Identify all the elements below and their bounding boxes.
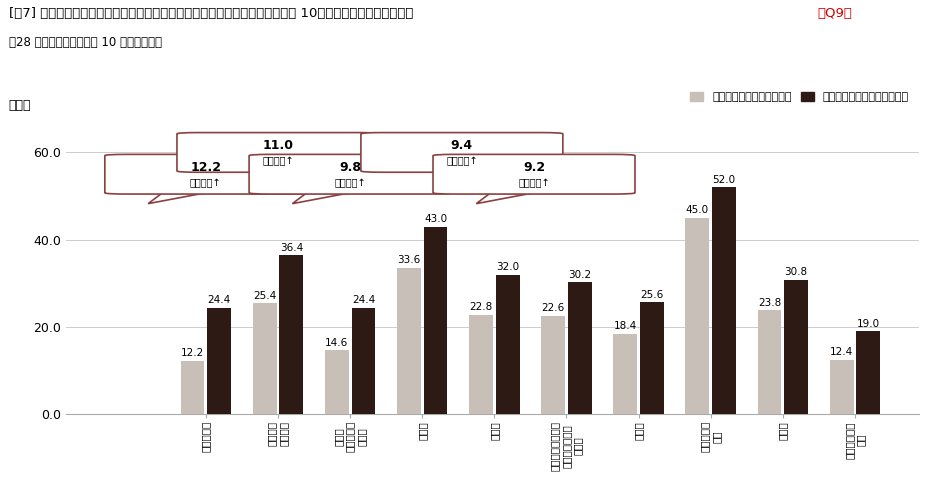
- Text: 12.2: 12.2: [181, 348, 205, 358]
- Polygon shape: [220, 171, 278, 182]
- FancyBboxPatch shape: [177, 133, 379, 172]
- Text: 11.0: 11.0: [262, 139, 293, 153]
- Bar: [325, 350, 348, 414]
- Text: 24.4: 24.4: [207, 295, 231, 305]
- Text: 9.8: 9.8: [339, 161, 361, 174]
- Text: 23.8: 23.8: [757, 297, 781, 308]
- Text: 25.6: 25.6: [641, 290, 663, 300]
- Text: ポイント↑: ポイント↑: [262, 156, 294, 166]
- Bar: [351, 308, 375, 414]
- Text: 22.8: 22.8: [470, 302, 492, 312]
- Y-axis label: （％）: （％）: [7, 99, 31, 112]
- Bar: [712, 187, 736, 414]
- Bar: [757, 310, 782, 414]
- Polygon shape: [476, 193, 534, 204]
- Text: 45.0: 45.0: [686, 205, 709, 215]
- Text: 12.4: 12.4: [830, 347, 854, 357]
- Text: 12.2: 12.2: [191, 161, 221, 174]
- Text: 30.8: 30.8: [785, 267, 808, 277]
- Bar: [856, 331, 880, 414]
- Polygon shape: [149, 193, 205, 204]
- Text: ポイント↑: ポイント↑: [190, 178, 221, 188]
- Text: （Q9）: （Q9）: [817, 7, 852, 20]
- Bar: [686, 218, 709, 414]
- Bar: [469, 314, 493, 414]
- Text: 9.4: 9.4: [451, 139, 473, 153]
- Bar: [253, 303, 276, 414]
- Text: 30.2: 30.2: [568, 270, 591, 280]
- Bar: [180, 361, 205, 414]
- Text: 22.6: 22.6: [542, 303, 565, 313]
- Text: ポイント↑: ポイント↑: [334, 178, 366, 188]
- Text: 9.2: 9.2: [523, 161, 545, 174]
- Bar: [785, 280, 808, 414]
- Bar: [614, 334, 637, 414]
- Text: ポイント↑: ポイント↑: [518, 178, 550, 188]
- Bar: [829, 360, 854, 414]
- Text: 43.0: 43.0: [424, 214, 447, 224]
- Text: [図7] パワーカップルがこれからの住まいを選ぶ際により重視することトップ 10（今の住まいとの差分順）: [図7] パワーカップルがこれからの住まいを選ぶ際により重視することトップ 10…: [9, 7, 414, 20]
- Polygon shape: [292, 193, 350, 204]
- Text: 25.4: 25.4: [253, 291, 276, 301]
- Bar: [424, 226, 447, 414]
- Bar: [568, 282, 592, 414]
- Polygon shape: [404, 171, 462, 182]
- Bar: [207, 308, 231, 414]
- Text: 33.6: 33.6: [397, 255, 420, 265]
- Text: 36.4: 36.4: [279, 243, 303, 253]
- Bar: [397, 267, 420, 414]
- Bar: [640, 302, 664, 414]
- Text: 32.0: 32.0: [496, 262, 519, 272]
- FancyBboxPatch shape: [249, 155, 451, 194]
- FancyBboxPatch shape: [433, 155, 635, 194]
- Bar: [496, 275, 519, 414]
- Bar: [279, 255, 304, 414]
- Text: 14.6: 14.6: [325, 338, 348, 348]
- Text: 18.4: 18.4: [614, 321, 637, 331]
- Bar: [541, 315, 565, 414]
- Text: 19.0: 19.0: [856, 319, 880, 329]
- Text: ポイント↑: ポイント↑: [446, 156, 477, 166]
- FancyBboxPatch shape: [105, 155, 306, 194]
- Legend: 今の住まいで重視したもの, 次の住まいで重視したいもの: 今の住まいで重視したもの, 次の住まいで重視したいもの: [686, 87, 913, 107]
- Text: 24.4: 24.4: [352, 295, 375, 305]
- Text: 52.0: 52.0: [713, 174, 736, 185]
- FancyBboxPatch shape: [361, 133, 563, 172]
- Text: （28 項目中、差分差上位 10 項目を表示）: （28 項目中、差分差上位 10 項目を表示）: [9, 36, 163, 50]
